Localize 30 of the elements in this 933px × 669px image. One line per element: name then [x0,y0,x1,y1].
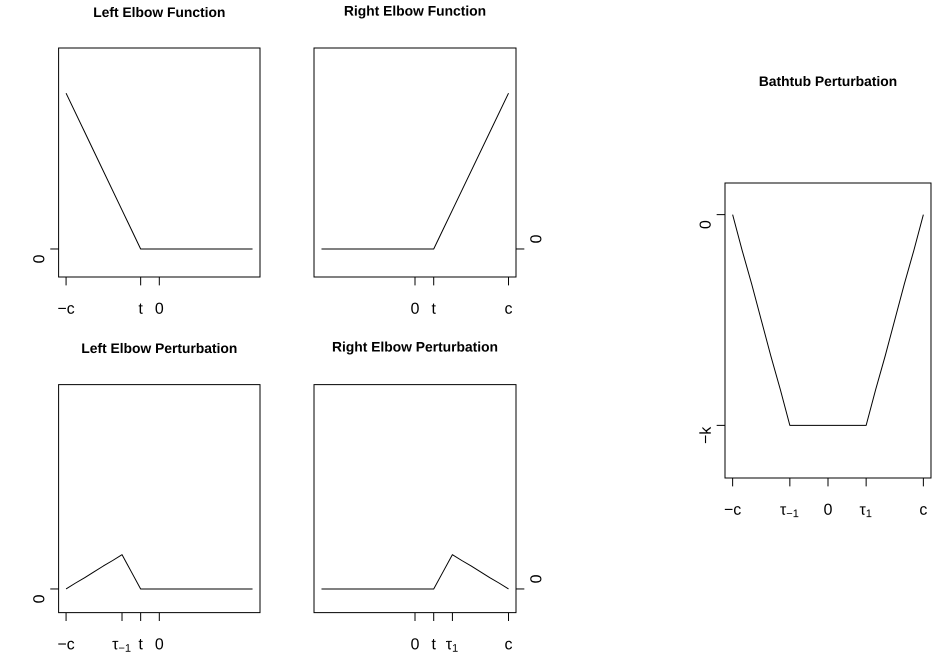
chart-title: Right Elbow Perturbation [332,342,498,354]
chart-title: Left Elbow Function [94,6,225,18]
x-tick-label: 0 [156,302,164,314]
text: 0 [530,575,542,583]
chart-title: Right Elbow Function [344,6,486,18]
x-tick-label: 0 [824,504,832,515]
x-tick-label: t [138,303,143,314]
x-tick-label: −c [58,640,74,650]
chart-title: Left Elbow Perturbation [82,342,236,354]
x-tick-label: 0 [411,638,419,650]
x-tick-label: τ$_{1}$ [446,640,458,652]
x-tick-label: c [505,640,512,650]
x-tick-label: c [505,305,512,314]
text: 0 [33,595,44,603]
x-tick-label: τ$_{−1}$ [112,640,130,652]
x-tick-label: t [432,639,436,650]
x-tick-label: c [920,506,927,515]
x-tick-label: 0 [156,638,164,650]
text: 0 [530,235,542,243]
text: 0 [700,220,711,228]
x-tick-label: t [432,303,436,314]
x-tick-label: τ$_{−1}$ [780,506,798,518]
text: 0 [33,255,44,263]
x-tick-label: τ$_{1}$ [860,506,872,518]
chart-title: Bathtub Perturbation [760,76,896,86]
x-tick-label: 0 [411,302,419,314]
x-tick-label: −c [724,506,741,515]
x-tick-label: −c [58,305,74,314]
text: −k [699,426,711,444]
x-tick-label: t [138,639,143,650]
